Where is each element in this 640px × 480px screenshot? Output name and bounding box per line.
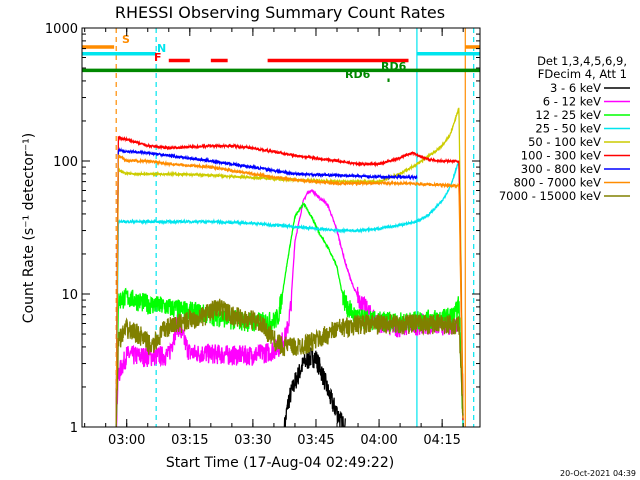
legend-entry-label: 6 - 12 keV	[543, 95, 601, 109]
y-axis-label: Count Rate (s⁻¹ detector⁻¹)	[21, 133, 37, 323]
axes-layer: 03:00 03:15 03:30 03:45 04:00 04:15 1 10 100 1000	[45, 22, 480, 448]
legend-header-line: Det 1,3,4,5,6,9,	[537, 54, 627, 68]
series-line-7000-15000-kev	[115, 298, 464, 427]
legend-entry-label: 100 - 300 keV	[521, 149, 601, 163]
plot-frame	[81, 27, 481, 428]
flag-layer: S NF RD6 RD6	[82, 33, 480, 82]
x-tick-label: 03:30	[234, 433, 271, 448]
legend-entry-label: 3 - 6 keV	[550, 81, 601, 95]
series-line-100-300-kev	[115, 135, 464, 427]
legend-header-line: FDecim 4, Att 1	[538, 67, 627, 81]
y-tick-label: 1000	[45, 22, 78, 37]
footer-timestamp: 20-Oct-2021 04:39	[560, 469, 636, 478]
flag-label-s: S	[122, 33, 130, 46]
x-tick-label: 03:45	[297, 433, 334, 448]
legend-entry-label: 7000 - 15000 keV	[499, 189, 601, 203]
x-tick-label: 04:15	[423, 433, 460, 448]
legend-entry-label: 800 - 7000 keV	[513, 176, 601, 190]
legend-entry-label: 300 - 800 keV	[521, 162, 601, 176]
series-line-3-6-kev	[283, 347, 346, 427]
flag-label-n: N	[157, 42, 166, 55]
x-axis-label: Start Time (17-Aug-04 02:49:22)	[166, 455, 394, 471]
flag-label-rd6: RD6	[381, 60, 407, 73]
flag-label-f: F	[154, 51, 162, 64]
series-line-25-50-kev	[115, 160, 464, 427]
legend-entry-label: 25 - 50 keV	[535, 122, 601, 136]
y-tick-label: 100	[53, 155, 78, 170]
series-line-300-800-kev	[115, 147, 418, 427]
legend-entry-label: 12 - 25 keV	[535, 108, 601, 122]
x-tick-label: 04:00	[360, 433, 397, 448]
series-line-800-7000-kev	[115, 154, 464, 424]
legend: Det 1,3,4,5,6,9,FDecim 4, Att 13 - 6 keV…	[499, 54, 630, 203]
plot-data-layer	[115, 28, 475, 427]
x-tick-label: 03:15	[171, 433, 208, 448]
flag-label-rd6: RD6	[345, 68, 371, 81]
legend-entry-label: 50 - 100 keV	[528, 135, 601, 149]
y-tick-label: 10	[61, 288, 78, 303]
x-tick-label: 03:00	[108, 433, 145, 448]
y-tick-label: 1	[70, 421, 78, 436]
chart-title: RHESSI Observing Summary Count Rates	[115, 3, 445, 22]
